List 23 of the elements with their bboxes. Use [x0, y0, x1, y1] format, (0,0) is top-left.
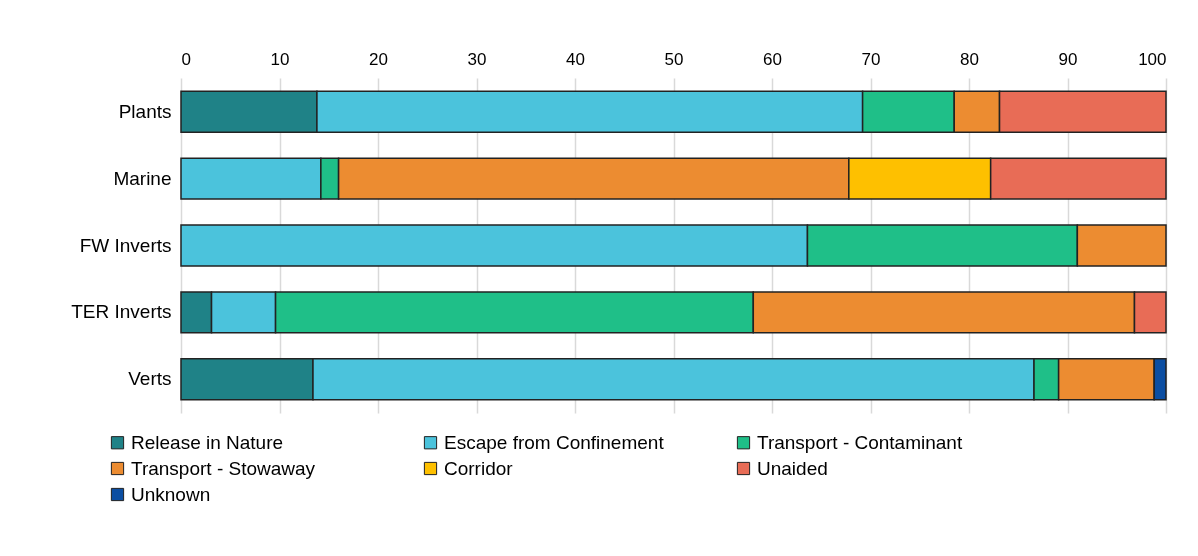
y-tick-label: Plants: [118, 100, 172, 122]
legend-label: Unaided: [757, 457, 828, 479]
x-tick-label: 20: [369, 49, 388, 69]
x-tick-label: 30: [467, 49, 487, 69]
x-tick-label: 100: [1138, 49, 1167, 69]
x-tick-label: 60: [763, 49, 782, 69]
x-tick-label: 90: [1058, 49, 1078, 69]
legend-label: Transport - Stowaway: [131, 457, 316, 479]
x-tick-label: 0: [181, 49, 191, 69]
x-tick-label: 80: [960, 49, 979, 69]
x-tick-label: 70: [861, 49, 881, 69]
x-tick-label: 10: [270, 49, 290, 69]
y-tick-label: FW Inverts: [79, 234, 172, 256]
legend-label: Unknown: [131, 483, 211, 505]
y-tick-label: Verts: [128, 368, 172, 390]
x-tick-label: 50: [664, 49, 684, 69]
legend-label: Release in Nature: [131, 431, 284, 453]
y-tick-label: Marine: [113, 167, 172, 189]
x-tick-label: 40: [566, 49, 585, 69]
legend-label: Escape from Confinement: [444, 431, 665, 453]
y-tick-label: TER Inverts: [71, 301, 172, 323]
legend-label: Transport - Contaminant: [757, 431, 963, 453]
legend-label: Corridor: [444, 457, 514, 479]
